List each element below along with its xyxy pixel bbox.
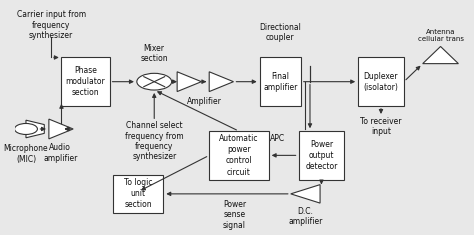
Text: Automatic
power
control
circuit: Automatic power control circuit — [219, 134, 259, 176]
Text: Final
amplifier: Final amplifier — [263, 72, 297, 92]
Text: To logic
unit
section: To logic unit section — [124, 178, 153, 209]
FancyBboxPatch shape — [62, 58, 109, 106]
Circle shape — [137, 73, 172, 90]
Polygon shape — [26, 120, 44, 138]
Text: Directional
coupler: Directional coupler — [259, 23, 301, 42]
Text: Power
output
detector: Power output detector — [305, 140, 337, 171]
FancyBboxPatch shape — [113, 175, 164, 213]
FancyBboxPatch shape — [209, 131, 269, 180]
Text: Mixer
section: Mixer section — [140, 44, 168, 63]
Text: Audio
amplifier: Audio amplifier — [43, 143, 78, 163]
Text: Phase
modulator
section: Phase modulator section — [65, 66, 105, 97]
Polygon shape — [423, 47, 458, 64]
Text: Channel select
frequency from
frequency
synthesizer: Channel select frequency from frequency … — [125, 121, 183, 161]
Text: Duplexer
(isolator): Duplexer (isolator) — [364, 72, 399, 92]
Circle shape — [15, 123, 37, 134]
Polygon shape — [291, 185, 320, 203]
Text: Microphone
(MIC): Microphone (MIC) — [4, 144, 48, 164]
Text: D.C.
amplifier: D.C. amplifier — [288, 207, 323, 226]
Text: Amplifier: Amplifier — [187, 97, 222, 106]
Polygon shape — [177, 72, 201, 92]
Polygon shape — [49, 119, 73, 139]
FancyBboxPatch shape — [299, 131, 344, 180]
FancyBboxPatch shape — [260, 58, 301, 106]
FancyBboxPatch shape — [358, 58, 404, 106]
Text: Antenna
cellular trans: Antenna cellular trans — [418, 29, 464, 42]
Polygon shape — [209, 72, 234, 92]
Text: APC: APC — [270, 134, 285, 143]
Text: To receiver
input: To receiver input — [360, 117, 402, 136]
Text: Power
sense
signal: Power sense signal — [223, 200, 246, 230]
Text: Carrier input from
frequency
synthesizer: Carrier input from frequency synthesizer — [17, 10, 86, 40]
